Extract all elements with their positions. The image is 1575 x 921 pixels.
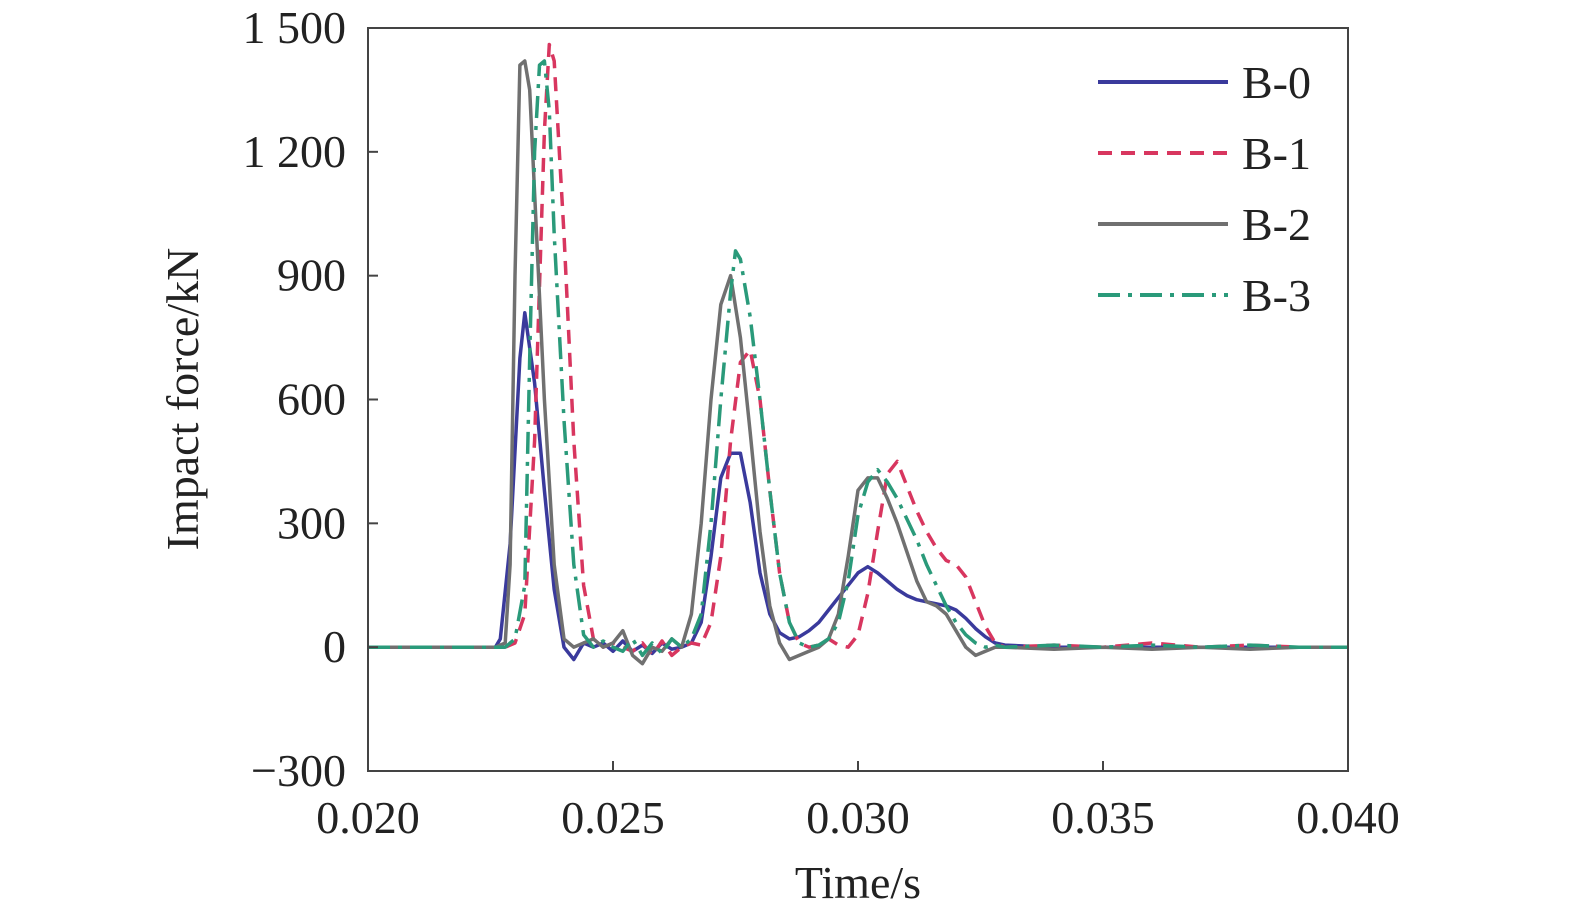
plot-frame (367, 27, 1349, 772)
x-tick-label: 0.035 (1051, 792, 1155, 843)
legend-label-b-1: B-1 (1242, 128, 1311, 179)
ticks-layer: 0.020 0.025 0.030 0.035 0.040 −300 0 300 600 900 1… (243, 2, 1400, 843)
y-tick-label: 1 500 (243, 2, 347, 53)
legend: B-0 B-1 B-2 B-3 (1098, 57, 1311, 321)
y-axis-label: Impact force/kN (157, 248, 208, 551)
x-axis-label: Time/s (795, 857, 921, 908)
y-tick-label: 600 (277, 374, 346, 425)
y-tick-label: −300 (251, 745, 346, 796)
legend-label-b-0: B-0 (1242, 57, 1311, 108)
x-tick-label: 0.040 (1296, 792, 1400, 843)
y-tick-label: 0 (323, 621, 346, 672)
series-layer (368, 42, 1348, 666)
x-tick-label: 0.030 (806, 792, 910, 843)
x-tick-label: 0.025 (561, 792, 665, 843)
y-tick-label: 900 (277, 250, 346, 301)
series-line-b-2 (368, 59, 1348, 666)
y-tick-label: 300 (277, 497, 346, 548)
series-line-b-3 (368, 59, 1348, 658)
legend-label-b-2: B-2 (1242, 199, 1311, 250)
legend-label-b-3: B-3 (1242, 270, 1311, 321)
series-line-b-1 (368, 42, 1348, 658)
x-tick-label: 0.020 (316, 792, 420, 843)
y-tick-label: 1 200 (243, 126, 347, 177)
